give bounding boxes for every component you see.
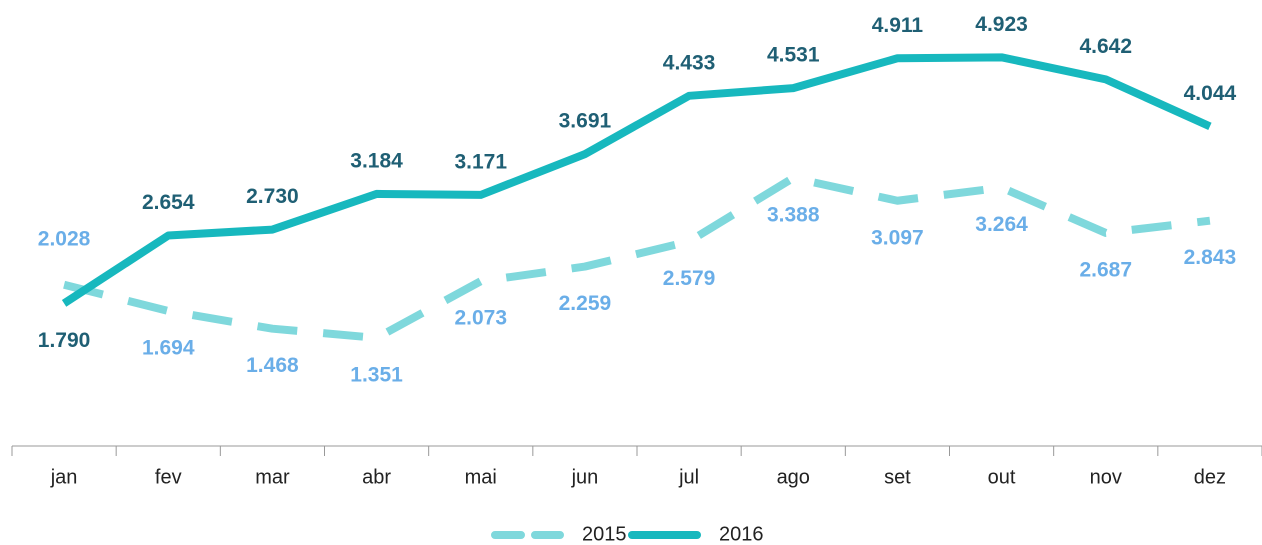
data-label: 4.044 [1184, 82, 1237, 105]
data-label: 3.097 [871, 226, 924, 249]
x-tick-label: set [884, 466, 911, 488]
data-label: 3.691 [559, 110, 612, 133]
x-tick-label: jan [50, 466, 78, 488]
data-label: 3.184 [350, 149, 403, 172]
x-tick-label: jun [571, 466, 599, 488]
data-label: 4.911 [872, 14, 924, 37]
data-label: 2.259 [559, 292, 612, 315]
data-label: 2.730 [246, 185, 299, 208]
data-label: 3.171 [454, 150, 507, 173]
line-series [61, 53, 1212, 307]
x-tick-label: ago [777, 466, 810, 488]
data-label: 4.433 [663, 51, 716, 74]
x-tick-label: dez [1194, 466, 1226, 488]
data-label: 1.694 [142, 336, 195, 359]
x-tick-label: nov [1090, 466, 1122, 488]
data-label: 1.468 [246, 354, 299, 377]
data-label: 2.843 [1184, 246, 1237, 269]
data-label: 2.028 [38, 227, 91, 250]
legend-label: 2016 [719, 523, 764, 545]
x-tick-label: mar [255, 466, 290, 488]
line-series [63, 173, 1211, 342]
data-label: 2.073 [454, 307, 507, 330]
data-label: 4.923 [975, 13, 1028, 36]
x-tick-label: out [988, 466, 1016, 488]
x-tick-label: jul [678, 466, 699, 488]
data-label: 3.388 [767, 203, 820, 226]
data-label: 4.642 [1079, 35, 1132, 58]
data-label: 4.531 [767, 44, 820, 67]
data-label: 2.654 [142, 191, 195, 214]
data-label: 2.687 [1079, 258, 1132, 281]
data-label: 1.790 [38, 329, 91, 352]
data-label: 3.264 [975, 213, 1028, 236]
x-tick-label: abr [362, 466, 391, 488]
data-label: 1.351 [350, 363, 403, 386]
x-tick-label: mai [465, 466, 497, 488]
legend-label: 2015 [582, 523, 627, 545]
x-tick-label: fev [155, 466, 182, 488]
data-label: 2.579 [663, 267, 716, 290]
